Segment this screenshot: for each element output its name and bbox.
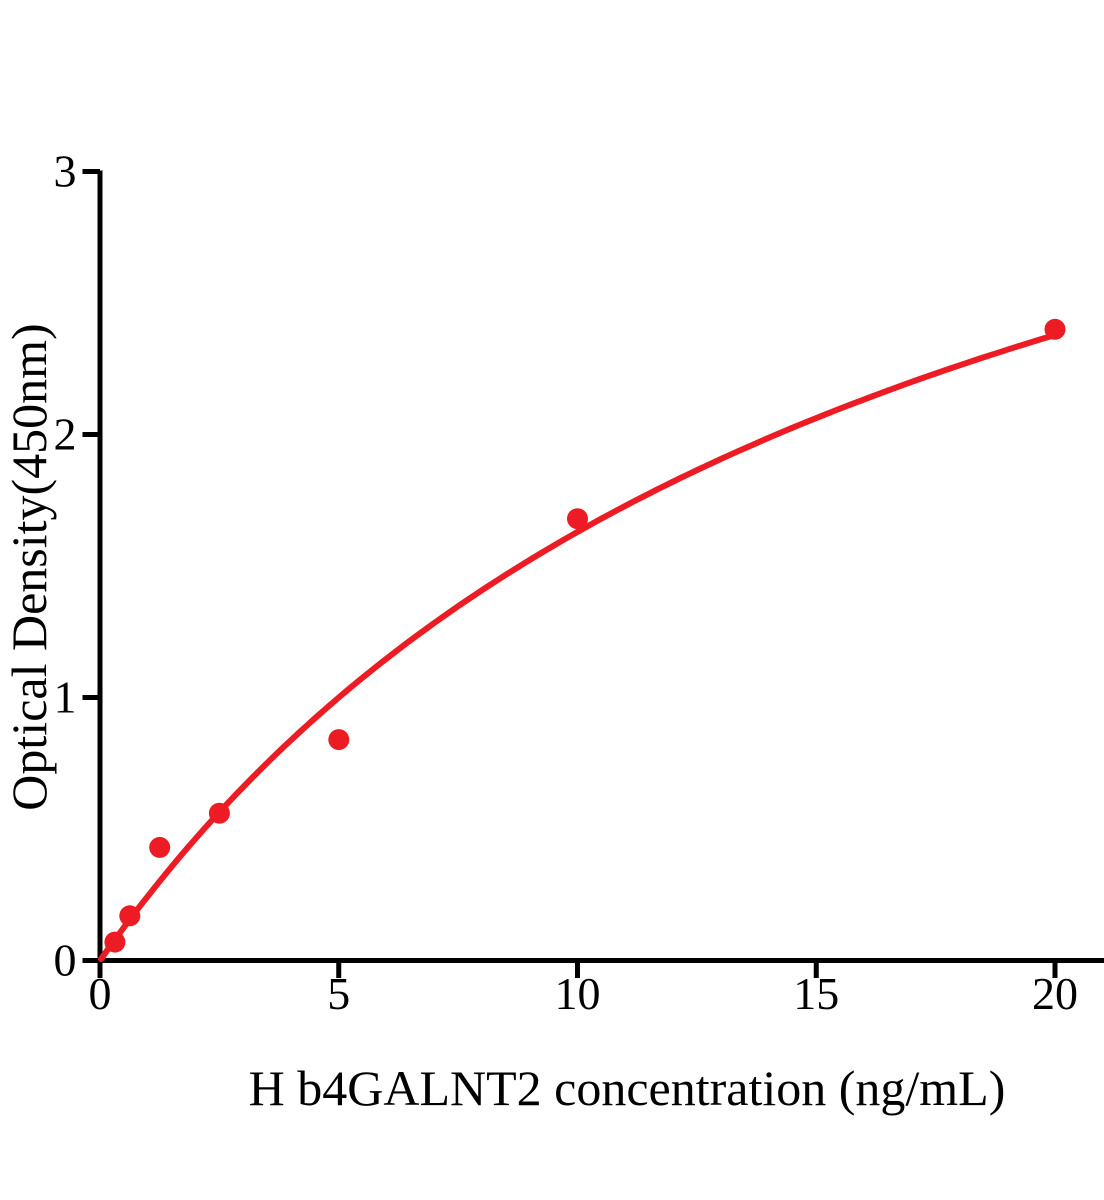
data-point [567, 508, 588, 530]
data-point [119, 905, 141, 927]
y-tick-label: 3 [54, 146, 77, 197]
fit-curve [98, 332, 1058, 963]
data-point [149, 836, 171, 858]
data-point [208, 802, 230, 824]
x-axis-title: H b4GALNT2 concentration (ng/mL) [249, 1060, 1006, 1116]
x-tick-label: 5 [327, 968, 350, 1019]
y-tick-label: 1 [54, 672, 77, 723]
y-tick-label: 2 [54, 409, 77, 460]
y-tick-label: 0 [54, 935, 77, 986]
y-axis-title: Optical Density(450nm) [1, 323, 57, 810]
data-point [328, 729, 350, 751]
fit-curve-layer [98, 332, 1058, 963]
axes-layer: 0 5 10 15 20 0 1 2 3 [54, 146, 1104, 1019]
x-tick-label: 10 [555, 968, 601, 1019]
data-points-layer [104, 318, 1066, 953]
data-point [104, 931, 126, 953]
x-tick-label: 15 [793, 968, 839, 1019]
data-point [1044, 318, 1066, 340]
x-tick-label: 0 [89, 968, 112, 1019]
x-tick-label: 20 [1032, 968, 1078, 1019]
